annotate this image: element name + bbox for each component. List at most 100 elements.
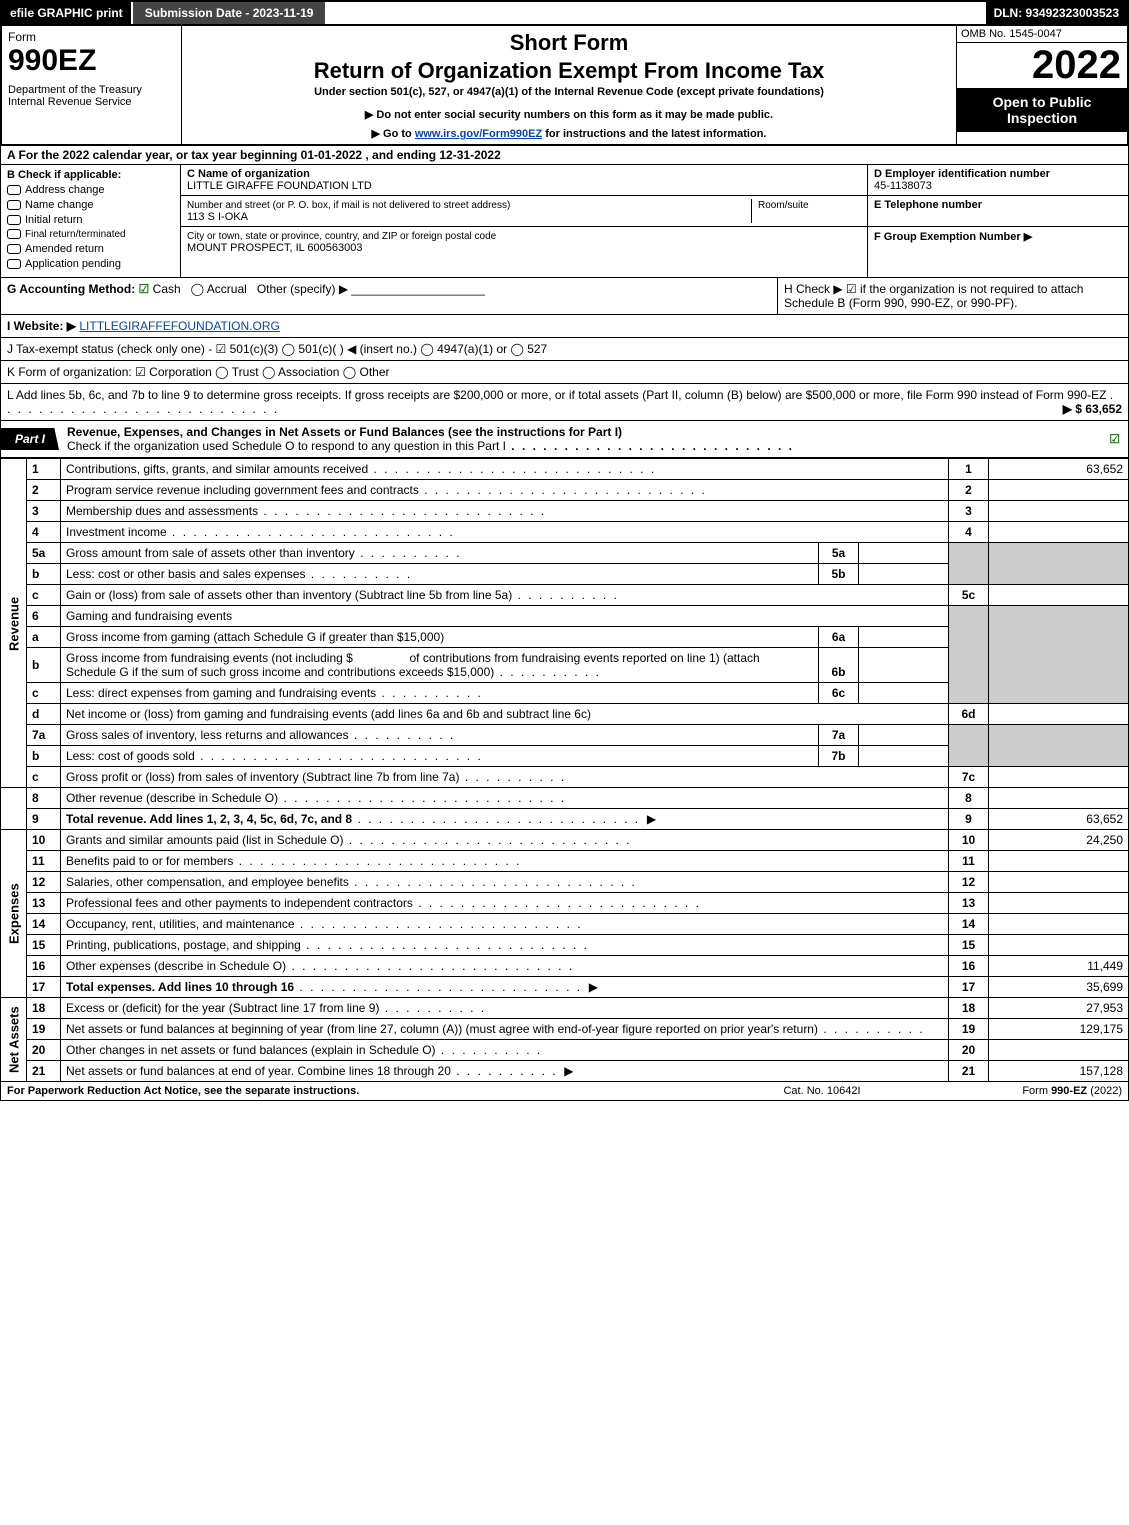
website-link[interactable]: LITTLEGIRAFFEFOUNDATION.ORG bbox=[79, 319, 279, 333]
cash-label: Cash bbox=[153, 282, 181, 296]
l16-num: 16 bbox=[27, 956, 61, 977]
l17-val: 35,699 bbox=[989, 977, 1129, 998]
lines-table: Revenue 1 Contributions, gifts, grants, … bbox=[0, 458, 1129, 1082]
l6c-mid: 6c bbox=[819, 683, 859, 704]
check-final-return-label: Final return/terminated bbox=[25, 229, 126, 240]
l1-val: 63,652 bbox=[989, 459, 1129, 480]
l6c-num: c bbox=[27, 683, 61, 704]
check-application-pending-label: Application pending bbox=[25, 258, 121, 270]
omb-number: OMB No. 1545-0047 bbox=[957, 26, 1127, 43]
row-h: H Check ▶ ☑ if the organization is not r… bbox=[778, 278, 1128, 314]
title-cell: Short Form Return of Organization Exempt… bbox=[182, 26, 957, 144]
l12-num: 12 bbox=[27, 872, 61, 893]
box-def: D Employer identification number 45-1138… bbox=[868, 165, 1128, 277]
l12-desc: Salaries, other compensation, and employ… bbox=[61, 872, 949, 893]
l6d-num: d bbox=[27, 704, 61, 725]
l3-rnum: 3 bbox=[949, 501, 989, 522]
revenue-side-label-2 bbox=[1, 788, 27, 830]
short-form-title: Short Form bbox=[188, 30, 950, 56]
l7c-desc: Gross profit or (loss) from sales of inv… bbox=[61, 767, 949, 788]
part-1-dots bbox=[506, 439, 794, 453]
row-l-amount: ▶ $ 63,652 bbox=[1063, 402, 1122, 416]
l20-num: 20 bbox=[27, 1040, 61, 1061]
accrual-label: Accrual bbox=[207, 282, 247, 296]
row-i: I Website: ▶ LITTLEGIRAFFEFOUNDATION.ORG bbox=[0, 315, 1129, 338]
box-b-title: B Check if applicable: bbox=[7, 169, 174, 181]
footer-right-post: (2022) bbox=[1087, 1085, 1122, 1097]
l7c-rnum: 7c bbox=[949, 767, 989, 788]
revenue-side-label: Revenue bbox=[1, 459, 27, 788]
submission-date: Submission Date - 2023-11-19 bbox=[131, 2, 326, 24]
l5ab-shade bbox=[949, 543, 989, 585]
l16-rnum: 16 bbox=[949, 956, 989, 977]
part-1-checkbox[interactable]: ☑ bbox=[1109, 432, 1128, 446]
footer-center: Cat. No. 10642I bbox=[722, 1085, 922, 1097]
l21-desc: Net assets or fund balances at end of ye… bbox=[61, 1061, 949, 1082]
check-amended-return[interactable]: Amended return bbox=[7, 243, 174, 255]
l14-num: 14 bbox=[27, 914, 61, 935]
l7a-midval bbox=[859, 725, 949, 746]
org-name-hdr: C Name of organization bbox=[187, 168, 310, 180]
box-b: B Check if applicable: Address change Na… bbox=[1, 165, 181, 277]
l7b-desc: Less: cost of goods sold bbox=[61, 746, 819, 767]
row-j: J Tax-exempt status (check only one) - ☑… bbox=[0, 338, 1129, 361]
row-l-text: L Add lines 5b, 6c, and 7b to line 9 to … bbox=[7, 388, 1106, 402]
l3-num: 3 bbox=[27, 501, 61, 522]
l5c-num: c bbox=[27, 585, 61, 606]
l4-rnum: 4 bbox=[949, 522, 989, 543]
l3-val bbox=[989, 501, 1129, 522]
l18-desc: Excess or (deficit) for the year (Subtra… bbox=[61, 998, 949, 1019]
l6d-rnum: 6d bbox=[949, 704, 989, 725]
box-d: D Employer identification number 45-1138… bbox=[868, 165, 1128, 196]
dept-label: Department of the Treasury Internal Reve… bbox=[8, 84, 175, 108]
check-initial-return[interactable]: Initial return bbox=[7, 214, 174, 226]
l14-val bbox=[989, 914, 1129, 935]
check-application-pending[interactable]: Application pending bbox=[7, 258, 174, 270]
l2-num: 2 bbox=[27, 480, 61, 501]
cash-check-icon: ☑ bbox=[139, 282, 150, 296]
l7b-num: b bbox=[27, 746, 61, 767]
schedule-b-check: H Check ▶ ☑ if the organization is not r… bbox=[784, 282, 1083, 310]
check-name-change[interactable]: Name change bbox=[7, 199, 174, 211]
l20-val bbox=[989, 1040, 1129, 1061]
l5a-midval bbox=[859, 543, 949, 564]
check-final-return[interactable]: Final return/terminated bbox=[7, 229, 174, 240]
l7c-val bbox=[989, 767, 1129, 788]
l8-desc: Other revenue (describe in Schedule O) bbox=[61, 788, 949, 809]
l20-rnum: 20 bbox=[949, 1040, 989, 1061]
row-l: L Add lines 5b, 6c, and 7b to line 9 to … bbox=[0, 384, 1129, 421]
check-initial-return-label: Initial return bbox=[25, 214, 82, 226]
l6b-desc: Gross income from fundraising events (no… bbox=[61, 648, 819, 683]
street-hdr: Number and street (or P. O. box, if mail… bbox=[187, 200, 510, 211]
l2-val bbox=[989, 480, 1129, 501]
l16-val: 11,449 bbox=[989, 956, 1129, 977]
l5a-desc: Gross amount from sale of assets other t… bbox=[61, 543, 819, 564]
l5c-desc: Gain or (loss) from sale of assets other… bbox=[61, 585, 949, 606]
l18-val: 27,953 bbox=[989, 998, 1129, 1019]
footer-right-pre: Form bbox=[1022, 1085, 1051, 1097]
box-c: C Name of organization LITTLE GIRAFFE FO… bbox=[181, 165, 868, 277]
l17-desc: Total expenses. Add lines 10 through 16 … bbox=[61, 977, 949, 998]
l5b-desc: Less: cost or other basis and sales expe… bbox=[61, 564, 819, 585]
street-val: 113 S I-OKA bbox=[187, 211, 248, 223]
l19-rnum: 19 bbox=[949, 1019, 989, 1040]
org-name-row: C Name of organization LITTLE GIRAFFE FO… bbox=[181, 165, 867, 196]
l2-desc: Program service revenue including govern… bbox=[61, 480, 949, 501]
l7ab-shade bbox=[949, 725, 989, 767]
l5b-num: b bbox=[27, 564, 61, 585]
l6-desc: Gaming and fundraising events bbox=[61, 606, 949, 627]
l7b-mid: 7b bbox=[819, 746, 859, 767]
l12-rnum: 12 bbox=[949, 872, 989, 893]
l19-val: 129,175 bbox=[989, 1019, 1129, 1040]
check-address-change[interactable]: Address change bbox=[7, 184, 174, 196]
l7a-mid: 7a bbox=[819, 725, 859, 746]
l5a-mid: 5a bbox=[819, 543, 859, 564]
l18-rnum: 18 bbox=[949, 998, 989, 1019]
l21-num: 21 bbox=[27, 1061, 61, 1082]
l6-shade-val bbox=[989, 606, 1129, 704]
l7a-desc: Gross sales of inventory, less returns a… bbox=[61, 725, 819, 746]
l6a-num: a bbox=[27, 627, 61, 648]
irs-link[interactable]: www.irs.gov/Form990EZ bbox=[415, 128, 542, 140]
instr-goto-post: for instructions and the latest informat… bbox=[542, 128, 766, 140]
l13-desc: Professional fees and other payments to … bbox=[61, 893, 949, 914]
